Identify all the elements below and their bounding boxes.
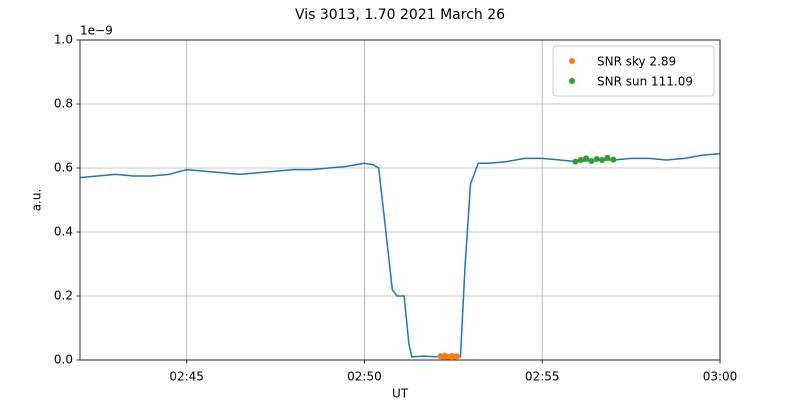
data-point — [593, 156, 600, 163]
data-point — [604, 154, 611, 161]
data-point — [583, 155, 590, 162]
y-offset-label: 1e−9 — [80, 24, 113, 38]
legend-box — [552, 45, 715, 97]
plot-frame — [79, 39, 721, 361]
y-tick-label: 0.2 — [54, 289, 73, 303]
x-axis-label: UT — [392, 387, 409, 400]
chart-title: Vis 3013, 1.70 2021 March 26 — [295, 7, 505, 23]
data-point — [610, 156, 617, 163]
data-point — [588, 157, 595, 164]
x-tick-label: 02:50 — [347, 370, 382, 384]
data-line — [79, 152, 721, 358]
data-point — [599, 157, 606, 163]
legend-label: SNR sun 111.09 — [597, 75, 693, 89]
data-point — [453, 353, 460, 360]
legend-marker — [569, 78, 575, 84]
legend-marker — [569, 58, 575, 64]
legend-label: SNR sky 2.89 — [597, 55, 676, 69]
y-tick-label: 1.0 — [54, 33, 73, 47]
y-axis-label: a.u. — [30, 189, 44, 212]
legend: SNR sky 2.89 SNR sun 111.09 — [552, 45, 715, 97]
x-tick-label: 03:00 — [703, 370, 738, 384]
y-tick-label: 0.8 — [54, 97, 73, 111]
x-tick-label: 02:45 — [169, 370, 204, 384]
y-tick-label: 0.6 — [54, 161, 73, 175]
y-tick-label: 0.4 — [54, 225, 73, 239]
data-point — [572, 158, 579, 165]
y-tick-label: 0.0 — [54, 353, 73, 367]
x-tick-label: 02:55 — [525, 370, 560, 384]
data-point — [577, 157, 584, 163]
